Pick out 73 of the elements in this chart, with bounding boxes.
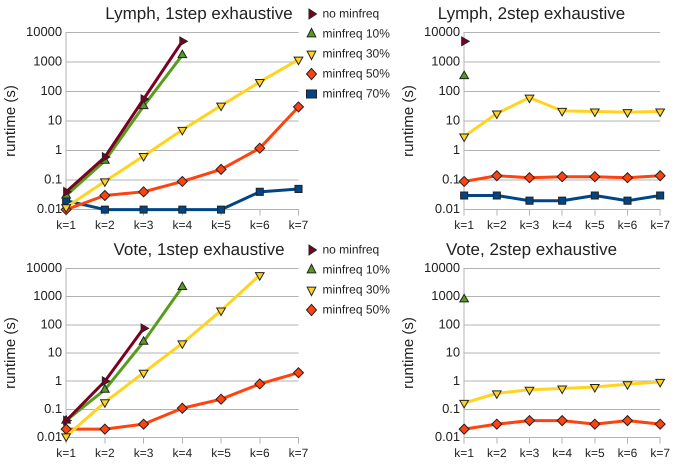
x-tick-label: k=3 (520, 446, 540, 460)
y-tick-label: 10 (48, 344, 62, 360)
x-tick-label: k=1 (454, 446, 474, 460)
x-tick-label: k=5 (211, 218, 232, 232)
y-tick-label: 1000 (431, 288, 460, 304)
y-tick-label: 0.1 (442, 172, 460, 187)
y-axis-title: runtime (s) (400, 85, 418, 157)
y-tick-label: 100 (40, 83, 62, 98)
x-tick-label: k=2 (95, 446, 116, 460)
x-tick-label: k=4 (172, 218, 192, 232)
x-tick-label: k=6 (250, 218, 270, 232)
y-axis-title: runtime (s) (400, 317, 418, 389)
y-tick-label: 10 (446, 112, 460, 128)
y-axis-title: runtime (s) (2, 85, 20, 157)
y-tick-label: 1000 (33, 288, 62, 304)
x-tick-label: k=4 (552, 218, 572, 232)
x-tick-label: k=5 (584, 446, 605, 460)
y-tick-label: 1000 (33, 54, 62, 69)
y-tick-label: 0.01 (434, 429, 460, 444)
x-tick-label: k=2 (486, 446, 507, 460)
y-tick-label: 10 (446, 344, 460, 360)
x-tick-label: k=7 (650, 446, 670, 460)
y-tick-label: 0.01 (36, 201, 62, 216)
chart-title: Vote, 1step exhaustive (113, 240, 285, 259)
y-tick-label: 1 (452, 142, 460, 158)
y-tick-label: 10000 (424, 260, 460, 275)
y-tick-label: 0.1 (442, 400, 460, 416)
x-tick-label: k=4 (552, 446, 572, 460)
legend-label: minfreq 50% (322, 302, 390, 316)
y-tick-label: 0.1 (44, 400, 62, 416)
legend-label: no minfreq (322, 6, 380, 20)
x-tick-label: k=6 (618, 446, 638, 460)
y-tick-label: 0.01 (36, 429, 62, 444)
x-tick-label: k=6 (250, 446, 270, 460)
y-tick-label: 100 (438, 316, 460, 332)
y-tick-label: 10 (48, 112, 62, 128)
y-tick-label: 1 (452, 372, 460, 388)
y-tick-label: 10000 (26, 260, 62, 275)
x-tick-label: k=1 (56, 446, 76, 460)
y-tick-label: 10000 (424, 24, 460, 39)
y-tick-label: 1000 (431, 54, 460, 69)
x-tick-label: k=3 (134, 218, 154, 232)
legend-label: minfreq 50% (322, 66, 390, 80)
x-tick-label: k=1 (454, 218, 474, 232)
y-tick-label: 0.01 (434, 201, 460, 216)
x-tick-label: k=4 (172, 446, 192, 460)
chart-title: Vote, 2step exhaustive (446, 240, 618, 259)
legend-label: no minfreq (322, 242, 380, 256)
y-tick-label: 100 (438, 83, 460, 98)
chart-title: Lymph, 1step exhaustive (105, 4, 293, 23)
y-tick-label: 1 (54, 372, 62, 388)
legend-label: minfreq 30% (322, 46, 390, 60)
x-tick-label: k=3 (520, 218, 540, 232)
legend-label: minfreq 30% (322, 282, 390, 296)
x-tick-label: k=2 (486, 218, 507, 232)
x-tick-label: k=1 (56, 218, 76, 232)
x-tick-label: k=7 (650, 218, 670, 232)
x-tick-label: k=5 (211, 446, 232, 460)
x-tick-label: k=6 (618, 218, 638, 232)
x-tick-label: k=5 (584, 218, 605, 232)
legend-label: minfreq 10% (322, 262, 390, 276)
y-axis-title: runtime (s) (2, 317, 20, 389)
legend-label: minfreq 70% (322, 86, 390, 100)
chart-title: Lymph, 2step exhaustive (438, 4, 626, 23)
y-tick-label: 10000 (26, 24, 62, 39)
y-tick-label: 1 (54, 142, 62, 158)
x-tick-label: k=3 (134, 446, 154, 460)
y-tick-label: 100 (40, 316, 62, 332)
x-tick-label: k=7 (288, 218, 309, 232)
legend-label: minfreq 10% (322, 26, 390, 40)
y-tick-label: 0.1 (44, 172, 62, 187)
x-tick-label: k=7 (288, 446, 309, 460)
x-tick-label: k=2 (95, 218, 116, 232)
